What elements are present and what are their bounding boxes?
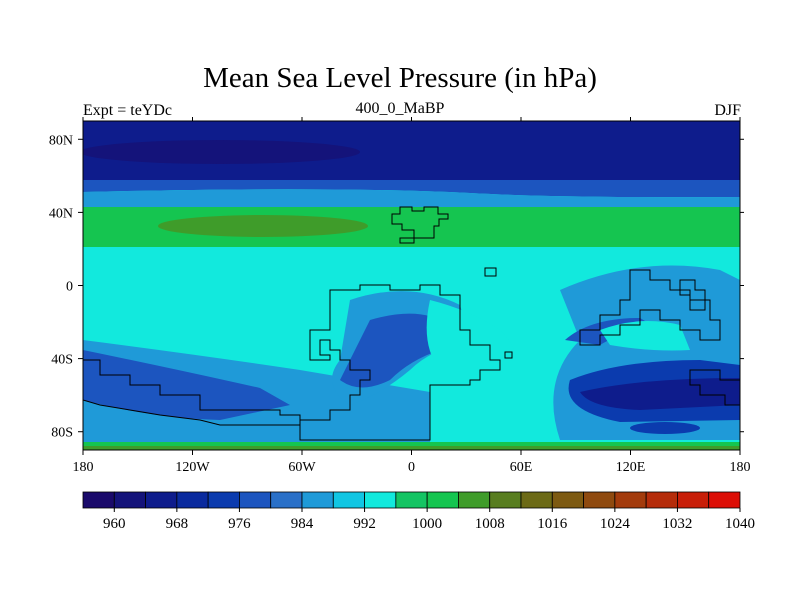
lat-tick-label: 80N [49,133,73,148]
pressure-field [83,121,740,450]
colorbar-label: 1000 [412,516,442,532]
small-island-1 [484,267,497,277]
lat-tick-label: 40S [51,353,73,368]
colorbar-swatch [520,491,553,509]
lat-tick-label: 40N [49,206,73,221]
colorbar-swatch [489,491,522,509]
southern-low-left [83,350,290,420]
colorbar-swatch [113,491,146,509]
colorbar-swatch [82,491,115,509]
lon-tick-label: 60E [510,460,533,475]
colorbar-label: 1040 [725,516,755,532]
northern-island [399,237,415,244]
small-island-2 [504,351,513,359]
lon-tick-label: 180 [730,460,751,475]
colorbar-swatch [176,491,209,509]
chart-title: Mean Sea Level Pressure (in hPa) [203,62,597,94]
north-continent-outline [391,206,449,239]
colorbar-swatch [207,491,240,509]
map-axes: 180 120W 60W 0 60E 120E 180 80N 40N 0 40S 80S [49,117,751,475]
east-island-outline [679,279,706,311]
central-cyan-pool [600,321,690,351]
high-cell [158,215,368,237]
continent-outlines [83,206,740,441]
colorbar-label: 984 [291,516,314,532]
experiment-label: Expt = teYDc [83,102,172,119]
colorbar-label: 1032 [662,516,692,532]
time-label: 400_0_MaBP [355,100,445,117]
lon-tick-label: 120E [616,460,646,475]
colorbar-label: 976 [228,516,251,532]
colorbar-swatch [458,491,491,509]
colorbar-swatch [645,491,678,509]
south-continent-outline [299,284,501,441]
colorbar-label: 968 [166,516,189,532]
season-label: DJF [714,102,741,119]
east-southern-outline [689,369,740,406]
colorbar-swatch [583,491,616,509]
lon-tick-label: 180 [73,460,94,475]
arctic-low [83,140,360,164]
colorbar-label: 1024 [600,516,631,532]
lon-tick-label: 120W [175,460,210,475]
colorbar-swatch [395,491,428,509]
colorbar-swatch [301,491,334,509]
colorbar-swatch [145,491,178,509]
colorbar-swatch [614,491,647,509]
antarctic-edge-2 [83,442,740,446]
east-continent-outline [579,269,721,346]
colorbar-swatch [332,491,365,509]
south-east-patch [630,422,700,434]
colorbar-swatch [677,491,710,509]
antarctic-edge [83,446,740,450]
colorbar-label: 1008 [475,516,505,532]
lon-tick-label: 60W [288,460,316,475]
west-continent-outline [83,359,301,426]
lat-tick-label: 0 [66,280,73,295]
south-tropical-cyan [426,300,516,370]
colorbar-swatch [708,491,741,509]
southern-low-center-deep [340,313,450,388]
colorbar-swatch [239,491,272,509]
lon-tick-label: 0 [408,460,415,475]
colorbar-label: 992 [353,516,376,532]
colorbar-swatch [270,491,303,509]
colorbar-swatch [364,491,397,509]
colorbar-label: 960 [103,516,126,532]
colorbar-label: 1016 [537,516,568,532]
subpolar-band-2 [83,189,740,207]
colorbar: 960 968 976 984 992 1000 1008 1016 1024 1032 1040 [82,491,755,532]
lat-tick-label: 80S [51,426,73,441]
colorbar-swatch [426,491,459,509]
subpolar-band [83,180,740,198]
colorbar-swatch [551,491,584,509]
